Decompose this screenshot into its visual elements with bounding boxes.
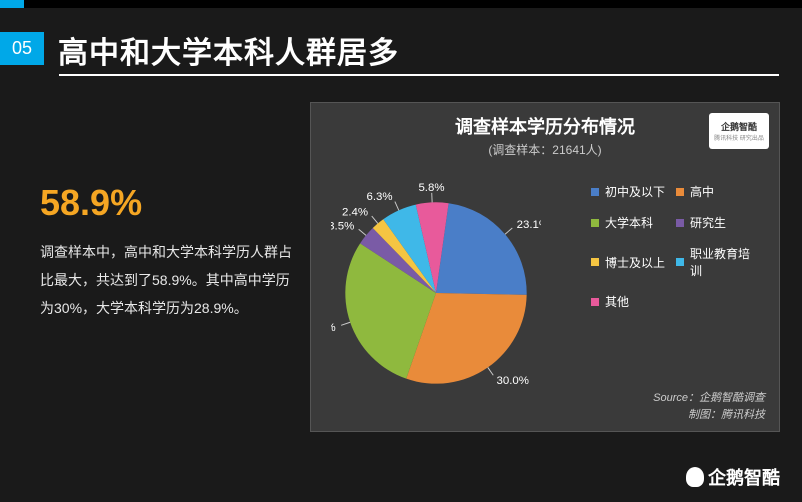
penguin-icon (686, 467, 704, 487)
legend-item: 初中及以下 (591, 183, 676, 200)
chart-legend: 初中及以下 高中大学本科 研究生博士及以上 职业教育培训其他 (591, 183, 761, 324)
badge-text: 企鹅智酷 (721, 120, 757, 133)
source-line-2: 制图：腾讯科技 (653, 407, 765, 424)
pie-chart-panel: 调查样本学历分布情况 (调查样本：21641人) 企鹅智酷 腾讯科技 研究出品 … (310, 102, 780, 432)
legend-item: 高中 (676, 183, 761, 200)
legend-label: 大学本科 (605, 214, 653, 231)
slide-number: 05 (0, 32, 44, 65)
footer-brand-text: 企鹅智酷 (708, 464, 780, 490)
legend-item: 大学本科 (591, 214, 676, 231)
legend-label: 博士及以上 (605, 254, 665, 271)
legend-swatch (676, 188, 684, 196)
badge-subtext: 腾讯科技 研究出品 (714, 133, 764, 142)
chart-source: Source：企鹅智酷调查 制图：腾讯科技 (653, 390, 765, 423)
legend-swatch (591, 188, 599, 196)
slice-label: 30.0% (497, 375, 529, 387)
legend-label: 其他 (605, 293, 629, 310)
legend-label: 高中 (690, 183, 714, 200)
legend-item: 职业教育培训 (676, 245, 761, 279)
description-text: 调查样本中，高中和大学本科学历人群占比最大，共达到了58.9%。其中高中学历为3… (40, 238, 300, 322)
content-row: 58.9% 调查样本中，高中和大学本科学历人群占比最大，共达到了58.9%。其中… (0, 72, 802, 432)
highlight-percentage: 58.9% (40, 182, 300, 224)
brand-badge: 企鹅智酷 腾讯科技 研究出品 (709, 113, 769, 149)
legend-item: 博士及以上 (591, 245, 676, 279)
slice-label: 6.3% (366, 191, 392, 203)
slice-label: 23.1% (517, 219, 541, 231)
summary-column: 58.9% 调查样本中，高中和大学本科学历人群占比最大，共达到了58.9%。其中… (40, 102, 300, 432)
pie-chart: 23.1%30.0%28.9%3.5%2.4%6.3%5.8% (331, 173, 541, 383)
header: 05 高中和大学本科人群居多 (0, 8, 802, 72)
legend-swatch (591, 298, 599, 306)
slice-label: 28.9% (331, 322, 336, 334)
legend-row: 初中及以下 高中 (591, 183, 761, 200)
slice-label: 2.4% (342, 207, 368, 219)
legend-swatch (676, 219, 684, 227)
slice-label: 5.8% (418, 182, 444, 194)
legend-label: 职业教育培训 (690, 245, 761, 279)
legend-row: 其他 (591, 293, 761, 310)
legend-swatch (676, 258, 684, 266)
legend-swatch (591, 258, 599, 266)
legend-item: 其他 (591, 293, 676, 310)
legend-row: 博士及以上 职业教育培训 (591, 245, 761, 279)
legend-label: 研究生 (690, 214, 726, 231)
legend-label: 初中及以下 (605, 183, 665, 200)
legend-row: 大学本科 研究生 (591, 214, 761, 231)
legend-item: 研究生 (676, 214, 761, 231)
page-title: 高中和大学本科人群居多 (58, 28, 399, 72)
pie-slice (436, 203, 527, 295)
title-underline (59, 74, 779, 76)
source-line-1: Source：企鹅智酷调查 (653, 390, 765, 407)
legend-swatch (591, 219, 599, 227)
footer-brand: 企鹅智酷 (686, 464, 780, 490)
slice-label: 3.5% (331, 220, 354, 232)
top-accent-bar (0, 0, 802, 8)
